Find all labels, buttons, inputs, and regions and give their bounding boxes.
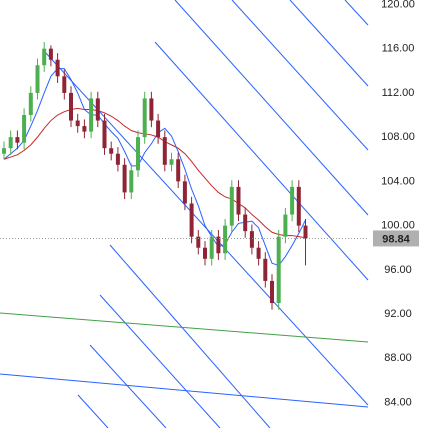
candle-body [276,236,281,304]
candle-body [2,148,6,154]
candle-body [303,225,308,239]
channel-line [344,0,369,26]
candle-body [263,258,268,281]
candle-body [136,137,140,171]
y-tick-label: 112.00 [382,87,415,99]
candle-body [196,236,201,248]
candle-body [55,59,60,77]
channel-line [154,41,369,281]
candle-body [189,203,194,237]
candle-body [82,126,87,132]
candle-body [8,137,13,149]
channel-line [174,0,369,216]
candle-body [203,247,207,259]
candle-body [95,98,100,121]
candle-body [122,164,127,193]
candle-body [216,236,221,254]
y-tick-label: 116.00 [382,43,415,55]
moving-average [3,68,306,267]
channel-line [77,394,109,428]
candle-body [142,98,147,138]
candle-body [283,214,288,237]
candle-body [22,115,27,143]
candle-body [182,181,187,204]
candle-body [48,48,53,60]
candle-body [115,153,120,165]
y-tick-label: 96.00 [384,264,412,276]
candle-body [89,98,94,132]
candle-body [243,214,248,232]
candle-body [236,186,241,215]
y-tick-label: 108.00 [381,131,415,143]
candle-body [35,65,40,93]
y-tick-label: 88.00 [384,352,412,364]
candle-body [15,137,20,143]
candle-body [69,92,73,121]
y-tick-label: 84.00 [384,396,412,408]
candle-body [270,280,274,304]
last-price-box [373,230,419,247]
candle-body [149,98,154,121]
trend-lines [0,0,369,428]
candle-body [256,247,261,259]
candle-body [176,159,181,182]
trend-line [0,373,369,408]
candle-body [109,148,114,154]
candle-body [156,120,161,138]
channel-line [289,0,369,87]
candle-body [28,92,33,116]
candle-body [296,186,301,226]
candle-body [102,120,107,149]
candle-body [129,170,134,193]
candle-body [249,231,254,248]
y-tick-label: 120.00 [381,0,415,10]
y-tick-label: 92.00 [384,308,412,320]
candle-body [290,186,295,215]
last-price-label: 98.84 [382,233,410,245]
channel-line [109,244,271,428]
candle-body [62,76,67,93]
candle-body [209,236,214,259]
moving-average [3,107,306,239]
candle-body [75,120,80,127]
candle-body [223,225,228,254]
candle-body [229,186,234,226]
candle-body [169,159,174,165]
y-tick-label: 104.00 [381,175,415,187]
trend-line [0,312,369,343]
channel-line [231,0,369,151]
channel-line [89,344,167,428]
candle-body [162,137,167,165]
candle-body [42,48,47,66]
y-tick-label: 100.00 [381,220,415,232]
channel-line [99,294,221,428]
